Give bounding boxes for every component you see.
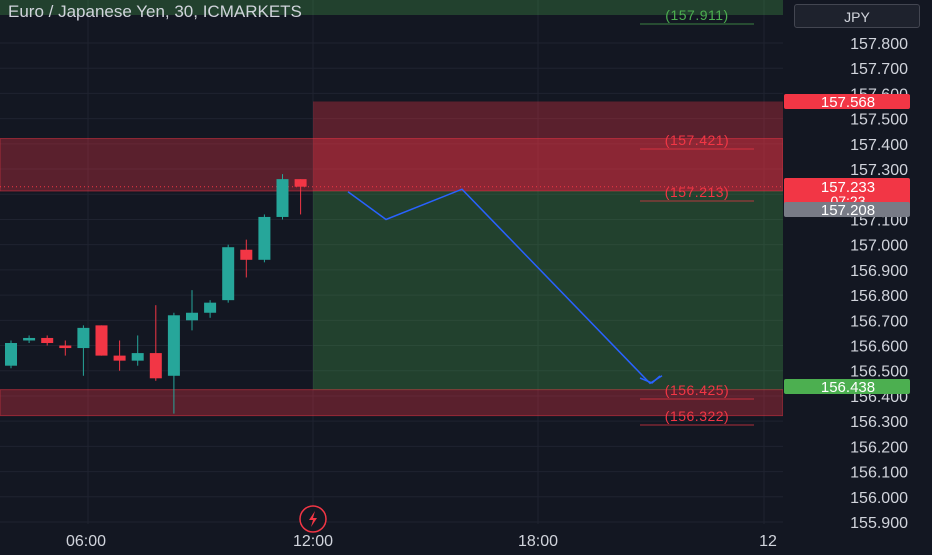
price-tag-label: 156.438 [821,379,875,396]
candle [5,340,17,369]
price-tag [784,178,910,208]
price-tag-label: 157.208 [821,202,875,219]
price-label: 156.000 [850,490,908,507]
candles [5,174,307,414]
candle-body [149,353,162,379]
price-label: 157.700 [850,61,908,78]
price-label: 156.100 [850,465,908,482]
candle-body [204,302,217,313]
candle-body [5,343,17,366]
price-label: 156.800 [850,288,908,305]
candle [186,290,198,331]
candle [23,335,36,344]
candle [95,325,108,356]
candle-body [41,337,54,344]
price-label: 157.000 [850,238,908,255]
price-axis: 157.800157.700157.600157.500157.400157.3… [783,0,932,550]
time-label: 12:00 [293,533,333,550]
price-label: 156.300 [850,414,908,431]
price-label: 156.900 [850,263,908,280]
candle [77,325,90,376]
chart-title: Euro / Japanese Yen, 30, ICMARKETS [8,2,302,21]
time-label: 12 [759,533,777,550]
candle [149,305,162,381]
candle [204,300,217,318]
candle [41,335,54,346]
candle-body [167,315,180,376]
currency-button[interactable]: JPY [794,4,920,28]
candle-body [276,179,289,217]
candle-body [59,345,72,349]
candle [59,340,72,356]
take-profit-zone [313,190,783,390]
grid [0,0,783,524]
price-label: 157.300 [850,162,908,179]
candle [167,312,180,414]
zones [0,0,784,417]
time-label: 18:00 [518,533,558,550]
price-label: 156.500 [850,364,908,381]
level-label: (156.425) [665,382,729,398]
price-tag-label: 157.233 [821,179,875,196]
candle [113,340,126,371]
time-label: 06:00 [66,533,106,550]
candle-body [240,249,253,260]
candle-body [186,312,198,321]
candle [294,179,307,215]
candle-body [294,179,307,187]
price-label: 156.700 [850,313,908,330]
price-label: 155.900 [850,515,908,532]
projection [347,188,663,385]
candle-body [222,247,235,301]
candle [222,244,235,303]
candle [276,174,289,220]
level-labels: (157.911) (157.421) (157.213) (156.425) (156… [640,7,754,426]
level-label: (157.213) [665,184,729,200]
price-label: 157.500 [850,112,908,129]
stop-loss-zone [313,101,783,191]
price-tag [784,202,910,217]
level-label: (157.421) [665,132,729,148]
candle-body [113,355,126,361]
candle-body [95,325,108,356]
price-label: 157.800 [850,36,908,53]
lightning-bolt [309,511,317,527]
price-label: 156.200 [850,439,908,456]
lightning-icon [299,505,327,533]
price-tag [784,379,910,394]
level-label: (156.322) [665,408,729,424]
projection-arrowhead [639,375,661,384]
support-zone [0,389,784,417]
price-tag [784,94,910,109]
candle [258,214,271,263]
candle-body [23,337,36,341]
price-tag-label: 157.568 [821,94,875,111]
level-label: (157.911) [665,7,728,23]
price-label: 157.400 [850,137,908,154]
candle-body [77,327,90,349]
price-label: 156.600 [850,339,908,356]
top-zone [0,0,783,15]
candle [240,239,253,278]
candle-body [258,216,271,260]
price-axis-bg [783,0,932,550]
time-axis-bg [0,524,783,550]
candle [131,335,144,366]
candle-body [131,353,144,361]
time-axis: 06:00 12:00 18:00 12 [0,505,783,550]
